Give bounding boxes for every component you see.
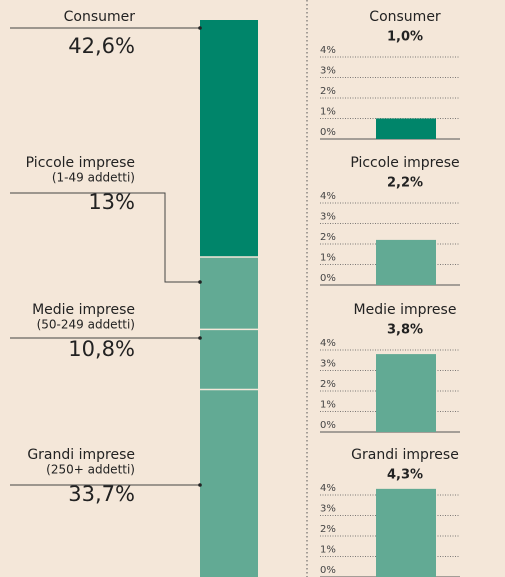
panel-value: 1,0% <box>387 30 423 45</box>
y-tick-label: 2% <box>320 232 336 243</box>
y-tick-label: 1% <box>320 400 336 411</box>
value-label: 10,8% <box>68 337 135 361</box>
bar <box>376 239 436 285</box>
panel-title: Grandi imprese <box>351 447 459 463</box>
bar <box>376 354 436 432</box>
y-tick-label: 2% <box>320 86 336 97</box>
y-tick-label: 4% <box>320 45 336 56</box>
bar-segment <box>200 257 258 330</box>
panel-title: Piccole imprese <box>350 155 459 171</box>
connector-dot <box>198 280 202 284</box>
bar <box>376 488 436 577</box>
y-tick-label: 1% <box>320 545 336 556</box>
value-label: 42,6% <box>68 34 135 58</box>
panel-value: 3,8% <box>387 323 423 338</box>
y-tick-label: 0% <box>320 273 336 284</box>
y-tick-label: 2% <box>320 379 336 390</box>
y-tick-label: 2% <box>320 524 336 535</box>
y-tick-label: 3% <box>320 212 336 223</box>
category-label: Medie imprese <box>32 302 135 318</box>
connector-dot <box>198 483 202 487</box>
category-note: (1-49 addetti) <box>52 171 135 185</box>
y-tick-label: 0% <box>320 565 336 576</box>
bar-segment <box>200 389 258 577</box>
panel-title: Consumer <box>369 9 441 25</box>
panel-value: 2,2% <box>387 176 423 191</box>
bar-segment <box>200 329 258 390</box>
value-label: 33,7% <box>68 482 135 506</box>
y-tick-label: 3% <box>320 66 336 77</box>
y-tick-label: 1% <box>320 253 336 264</box>
y-tick-label: 0% <box>320 127 336 138</box>
value-label: 13% <box>88 190 135 214</box>
category-label: Grandi imprese <box>27 447 135 463</box>
bar-segment <box>200 20 258 258</box>
category-note: (50-249 addetti) <box>37 318 135 332</box>
bar <box>376 118 436 139</box>
category-note: (250+ addetti) <box>46 463 135 477</box>
connector-dot <box>198 336 202 340</box>
category-label: Consumer <box>64 9 136 25</box>
panel-value: 4,3% <box>387 468 423 483</box>
connector <box>10 192 200 283</box>
y-tick-label: 3% <box>320 504 336 515</box>
category-label: Piccole imprese <box>26 155 135 171</box>
y-tick-label: 3% <box>320 359 336 370</box>
panel-title: Medie imprese <box>354 302 457 318</box>
y-tick-label: 4% <box>320 483 336 494</box>
y-tick-label: 1% <box>320 107 336 118</box>
y-tick-label: 4% <box>320 191 336 202</box>
connector-dot <box>198 26 202 30</box>
y-tick-label: 0% <box>320 420 336 431</box>
y-tick-label: 4% <box>320 338 336 349</box>
